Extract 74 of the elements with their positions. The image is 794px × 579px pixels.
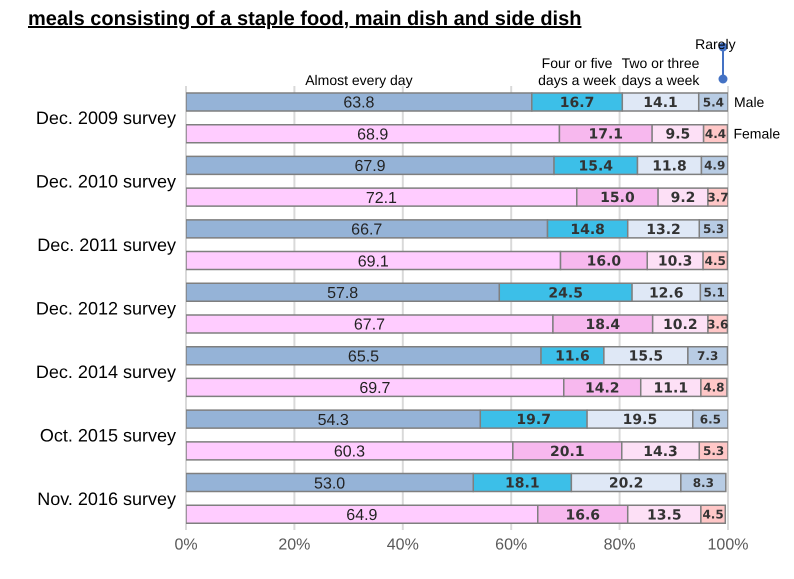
data-label: 20.1 bbox=[550, 444, 585, 460]
data-label: 13.2 bbox=[646, 222, 681, 238]
data-label: 9.2 bbox=[670, 190, 696, 206]
data-label: 64.9 bbox=[346, 507, 378, 524]
data-label: 54.3 bbox=[318, 412, 349, 429]
data-label: 8.3 bbox=[692, 476, 714, 490]
data-label: 68.9 bbox=[357, 126, 388, 144]
series-label: Two or three days a week bbox=[622, 54, 700, 88]
series-label: Four or five days a week bbox=[538, 54, 617, 88]
data-label: 57.8 bbox=[327, 285, 358, 302]
data-label: 4.8 bbox=[703, 380, 725, 395]
data-label: 69.1 bbox=[358, 253, 389, 270]
series-label: Almost every day bbox=[305, 72, 413, 88]
data-label: 15.0 bbox=[600, 190, 635, 206]
y-tick-label: Dec. 2011 survey bbox=[37, 235, 176, 256]
data-label: 12.6 bbox=[648, 285, 684, 302]
text: Female bbox=[733, 126, 780, 142]
y-tick-label: Nov. 2016 survey bbox=[37, 488, 176, 509]
text: Male bbox=[734, 94, 765, 110]
data-label: 4.5 bbox=[704, 254, 726, 268]
data-label: 13.5 bbox=[647, 507, 682, 524]
data-label: 66.7 bbox=[351, 222, 382, 239]
y-tick-label: Dec. 2009 survey bbox=[36, 108, 176, 128]
data-label: 67.9 bbox=[354, 158, 386, 176]
x-tick-label: 0% bbox=[174, 536, 198, 554]
data-label: 16.0 bbox=[586, 254, 622, 270]
y-tick-label: Dec. 2012 survey bbox=[36, 298, 176, 318]
data-label: 4.4 bbox=[704, 127, 726, 142]
y-tick-label: Oct. 2015 survey bbox=[40, 425, 176, 446]
data-label: 63.8 bbox=[343, 94, 375, 112]
text: Rarely bbox=[695, 36, 736, 52]
data-label: 18.1 bbox=[505, 476, 540, 492]
y-tick-label: Dec. 2010 survey bbox=[36, 172, 176, 192]
data-label: 18.4 bbox=[586, 317, 620, 334]
data-label: 9.5 bbox=[665, 126, 690, 143]
data-label: 24.5 bbox=[548, 285, 583, 302]
x-tick-label: 100% bbox=[708, 536, 748, 554]
data-label: 11.6 bbox=[555, 348, 590, 365]
data-label: 17.1 bbox=[588, 126, 624, 143]
data-label: 72.1 bbox=[366, 190, 398, 207]
data-label: 14.3 bbox=[643, 444, 678, 460]
data-label: 15.5 bbox=[628, 348, 664, 365]
x-tick-label: 20% bbox=[278, 536, 310, 554]
data-label: 19.7 bbox=[516, 412, 551, 428]
data-label: 14.8 bbox=[570, 222, 605, 238]
data-label: 5.3 bbox=[703, 222, 724, 236]
data-label: 11.1 bbox=[654, 380, 688, 396]
data-label: 5.4 bbox=[702, 95, 724, 110]
data-label: 65.5 bbox=[348, 348, 380, 366]
data-label: 19.5 bbox=[622, 412, 658, 428]
data-label: 4.5 bbox=[702, 508, 724, 522]
data-label: 14.2 bbox=[584, 380, 620, 396]
data-label: 60.3 bbox=[334, 444, 366, 461]
data-label: 5.3 bbox=[703, 444, 724, 458]
data-label: 11.8 bbox=[652, 158, 687, 174]
data-label: 53.0 bbox=[314, 475, 346, 492]
x-tick-label: 60% bbox=[495, 536, 528, 554]
data-label: 16.6 bbox=[565, 507, 600, 524]
data-label: 10.3 bbox=[658, 254, 692, 270]
x-tick-label: 80% bbox=[604, 536, 636, 554]
data-label: 15.4 bbox=[578, 158, 614, 174]
data-label: 10.2 bbox=[663, 317, 698, 334]
y-tick-label: Dec. 2014 survey bbox=[36, 362, 176, 382]
data-label: 67.7 bbox=[354, 316, 386, 334]
data-label: 20.2 bbox=[608, 476, 644, 492]
data-label: 5.1 bbox=[704, 286, 725, 300]
data-label: 6.5 bbox=[700, 412, 722, 426]
data-label: 4.9 bbox=[704, 158, 726, 173]
data-label: 69.7 bbox=[359, 380, 391, 398]
data-label: 16.7 bbox=[560, 95, 594, 112]
data-label: 7.3 bbox=[697, 349, 718, 364]
x-tick-label: 40% bbox=[386, 536, 419, 554]
data-label: 14.1 bbox=[643, 95, 678, 112]
chart-title: meals consisting of a staple food, main dish and side dish bbox=[28, 8, 582, 31]
